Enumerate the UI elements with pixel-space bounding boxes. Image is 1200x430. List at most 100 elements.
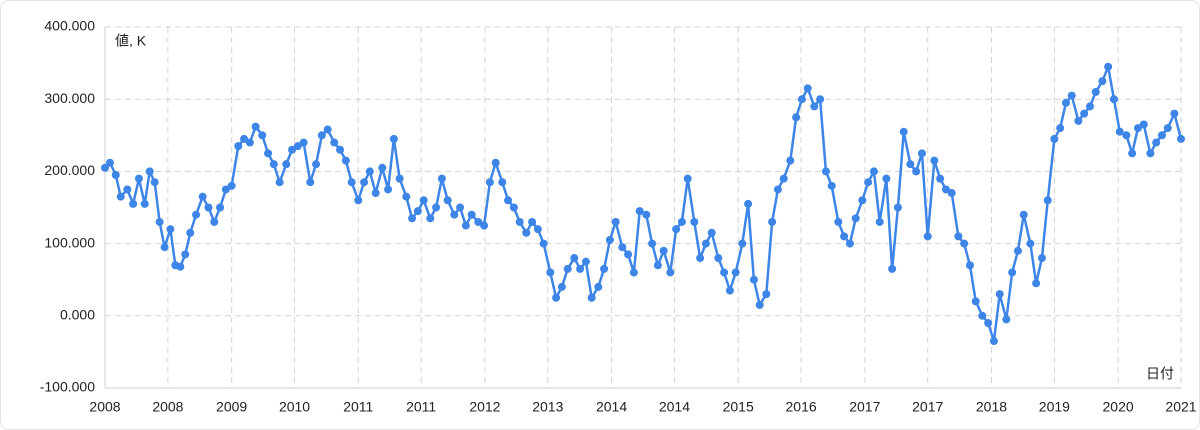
point: [1080, 109, 1089, 118]
point: [1177, 134, 1185, 143]
point: [635, 207, 644, 216]
point: [618, 243, 627, 252]
point: [408, 214, 417, 223]
point: [166, 225, 175, 234]
point: [480, 221, 489, 230]
point: [145, 167, 154, 176]
point: [1109, 95, 1118, 104]
point: [1032, 279, 1041, 288]
point: [557, 282, 566, 291]
point: [1037, 254, 1046, 263]
point: [941, 185, 950, 194]
x-axis-title: 日付: [1146, 366, 1174, 382]
point: [1043, 196, 1052, 205]
point: [192, 210, 201, 219]
point: [1019, 210, 1028, 219]
point: [611, 217, 620, 226]
point: [1026, 239, 1035, 248]
point: [155, 217, 164, 226]
point: [105, 158, 114, 167]
y-axis-title: 値, K: [115, 33, 147, 49]
point: [1091, 87, 1100, 96]
point: [707, 228, 716, 237]
point: [882, 174, 891, 183]
point: [1098, 77, 1107, 86]
x-tick-label: 2012: [469, 399, 500, 415]
point: [443, 196, 452, 205]
point: [989, 337, 998, 346]
x-tick-label: 2018: [976, 399, 1007, 415]
point: [690, 217, 699, 226]
point: [1008, 268, 1017, 277]
point: [384, 185, 393, 194]
point: [347, 178, 356, 187]
y-tick-label: 100.000: [44, 234, 95, 250]
point: [810, 102, 819, 111]
x-tick-label: 2017: [912, 399, 943, 415]
point: [563, 264, 572, 273]
x-tick-label: 2011: [343, 399, 373, 415]
point: [140, 199, 149, 208]
point: [773, 185, 782, 194]
point: [474, 217, 483, 226]
point: [1061, 98, 1070, 107]
point: [498, 178, 507, 187]
point: [419, 196, 428, 205]
point: [629, 268, 638, 277]
point: [150, 178, 159, 187]
point: [336, 145, 345, 154]
point: [528, 217, 537, 226]
y-tick-label: 400.000: [44, 18, 95, 34]
point: [1152, 138, 1161, 147]
point: [198, 192, 207, 201]
point: [1163, 124, 1172, 133]
x-tick-label: 2020: [1103, 399, 1134, 415]
point: [176, 262, 185, 271]
point: [864, 178, 873, 187]
point: [845, 239, 854, 248]
point: [923, 232, 932, 241]
point: [947, 189, 956, 198]
point: [216, 203, 225, 212]
point: [306, 178, 315, 187]
point: [624, 250, 633, 259]
point: [672, 225, 681, 234]
point: [1157, 131, 1166, 140]
point: [204, 203, 213, 212]
point: [129, 199, 138, 208]
point: [539, 239, 548, 248]
point: [1002, 315, 1011, 324]
point: [426, 214, 435, 223]
point: [768, 217, 777, 226]
point: [1133, 124, 1142, 133]
point: [491, 158, 500, 167]
point: [1122, 131, 1131, 140]
point: [269, 160, 278, 169]
point: [546, 268, 555, 277]
point: [936, 174, 945, 183]
point: [1115, 127, 1124, 136]
y-tick-label: 0.000: [60, 307, 95, 323]
point: [1146, 149, 1155, 158]
point: [323, 125, 332, 134]
point: [714, 254, 723, 263]
point: [123, 185, 132, 194]
point: [570, 254, 579, 263]
point: [648, 239, 657, 248]
point: [731, 268, 740, 277]
point: [485, 178, 494, 187]
x-tick-label: 2010: [279, 399, 310, 415]
point: [978, 311, 987, 320]
point: [509, 203, 518, 212]
point: [111, 171, 120, 180]
point: [666, 268, 675, 277]
point: [576, 264, 585, 273]
x-tick-label: 2019: [1039, 399, 1070, 415]
point: [181, 250, 190, 259]
point: [461, 221, 470, 230]
point: [605, 235, 614, 244]
point: [744, 199, 753, 208]
point: [965, 261, 974, 270]
